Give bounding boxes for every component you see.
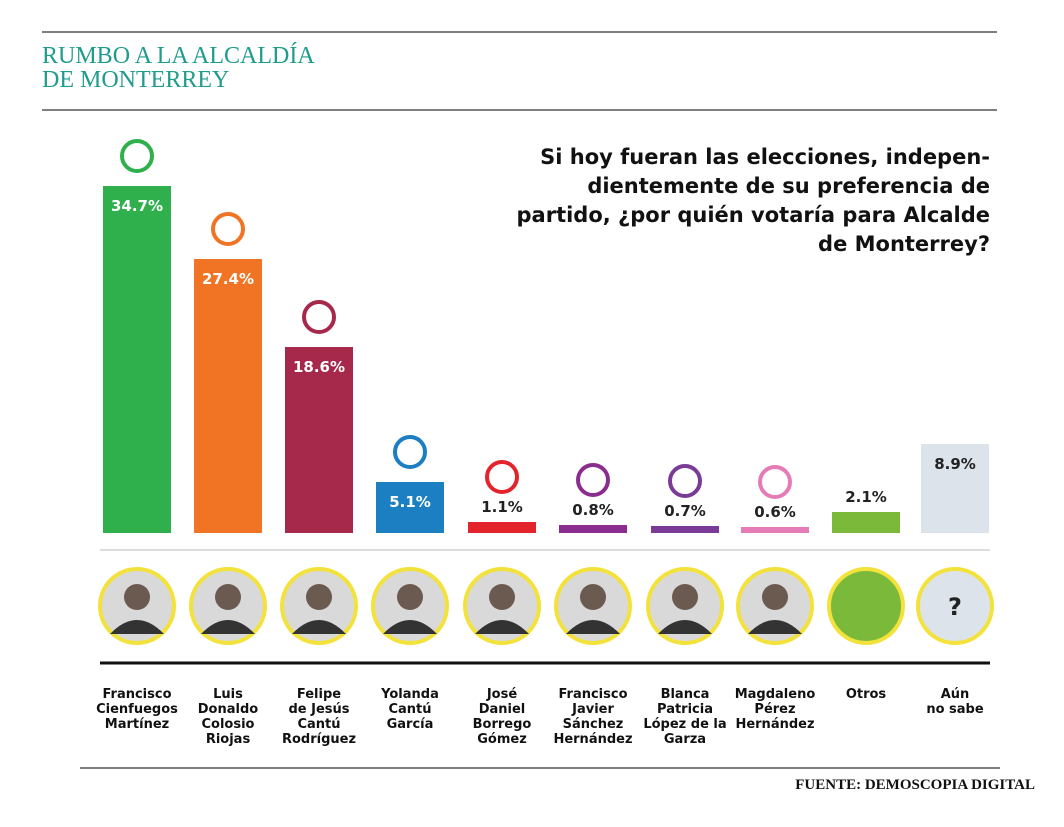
photo-head — [397, 584, 423, 610]
party-logo — [758, 465, 792, 499]
party-logo — [120, 139, 154, 173]
unknown-symbol: ? — [948, 593, 962, 621]
bar — [651, 526, 719, 533]
photo-body — [383, 620, 437, 634]
value-label: 0.6% — [754, 503, 796, 521]
photo-head — [215, 584, 241, 610]
category-label: Blanca Patricia López de la Garza — [643, 687, 726, 747]
question: Si hoy fueran las elecciones, indepen-di… — [517, 145, 990, 256]
bar — [285, 347, 353, 533]
photo-body — [110, 620, 164, 634]
photo-head — [580, 584, 606, 610]
bar — [921, 444, 989, 533]
bar — [468, 522, 536, 533]
value-label: 8.9% — [934, 455, 976, 473]
value-label: 34.7% — [111, 197, 163, 215]
bar — [832, 512, 900, 533]
category-label: Francisco Javier Sánchez Hernández — [553, 687, 632, 747]
party-logo — [211, 212, 245, 246]
candidate-photo — [827, 567, 905, 645]
photo-body — [566, 620, 620, 634]
photo-body — [201, 620, 255, 634]
photo-head — [306, 584, 332, 610]
category-label: Francisco Cienfuegos Martínez — [96, 687, 178, 732]
bar — [376, 482, 444, 533]
photo-body — [748, 620, 802, 634]
value-label: 27.4% — [202, 270, 254, 288]
candidate-photo — [916, 567, 994, 645]
photo-head — [672, 584, 698, 610]
bar — [741, 527, 809, 533]
value-label: 0.7% — [664, 502, 706, 520]
photo-body — [475, 620, 529, 634]
photo-head — [124, 584, 150, 610]
value-label: 18.6% — [293, 358, 345, 376]
title: RUMBO A LA ALCALDÍA DE MONTERREY — [42, 43, 315, 93]
category-label: Otros — [846, 687, 887, 702]
bar — [559, 525, 627, 533]
value-label: 1.1% — [481, 498, 523, 516]
category-label: Luis Donaldo Colosio Riojas — [198, 687, 259, 747]
bar — [194, 259, 262, 533]
bar — [103, 186, 171, 533]
value-label: 0.8% — [572, 501, 614, 519]
category-label: Felipe de Jesús Cantú Rodríguez — [282, 687, 356, 747]
photo-head — [762, 584, 788, 610]
value-label: 2.1% — [845, 488, 887, 506]
category-label: Magdaleno Pérez Hernández — [735, 687, 816, 732]
party-logo — [576, 463, 610, 497]
value-label: 5.1% — [389, 493, 431, 511]
party-logo — [393, 435, 427, 469]
category-label: José Daniel Borrego Gómez — [473, 687, 532, 747]
party-logo — [668, 464, 702, 498]
party-logo — [485, 460, 519, 494]
photo-body — [292, 620, 346, 634]
category-label: Aún no sabe — [926, 687, 984, 717]
photo-body — [658, 620, 712, 634]
category-label: Yolanda Cantú García — [380, 687, 439, 732]
photo-head — [489, 584, 515, 610]
source: FUENTE: DEMOSCOPIA DIGITAL — [795, 777, 1035, 793]
party-logo — [302, 300, 336, 334]
